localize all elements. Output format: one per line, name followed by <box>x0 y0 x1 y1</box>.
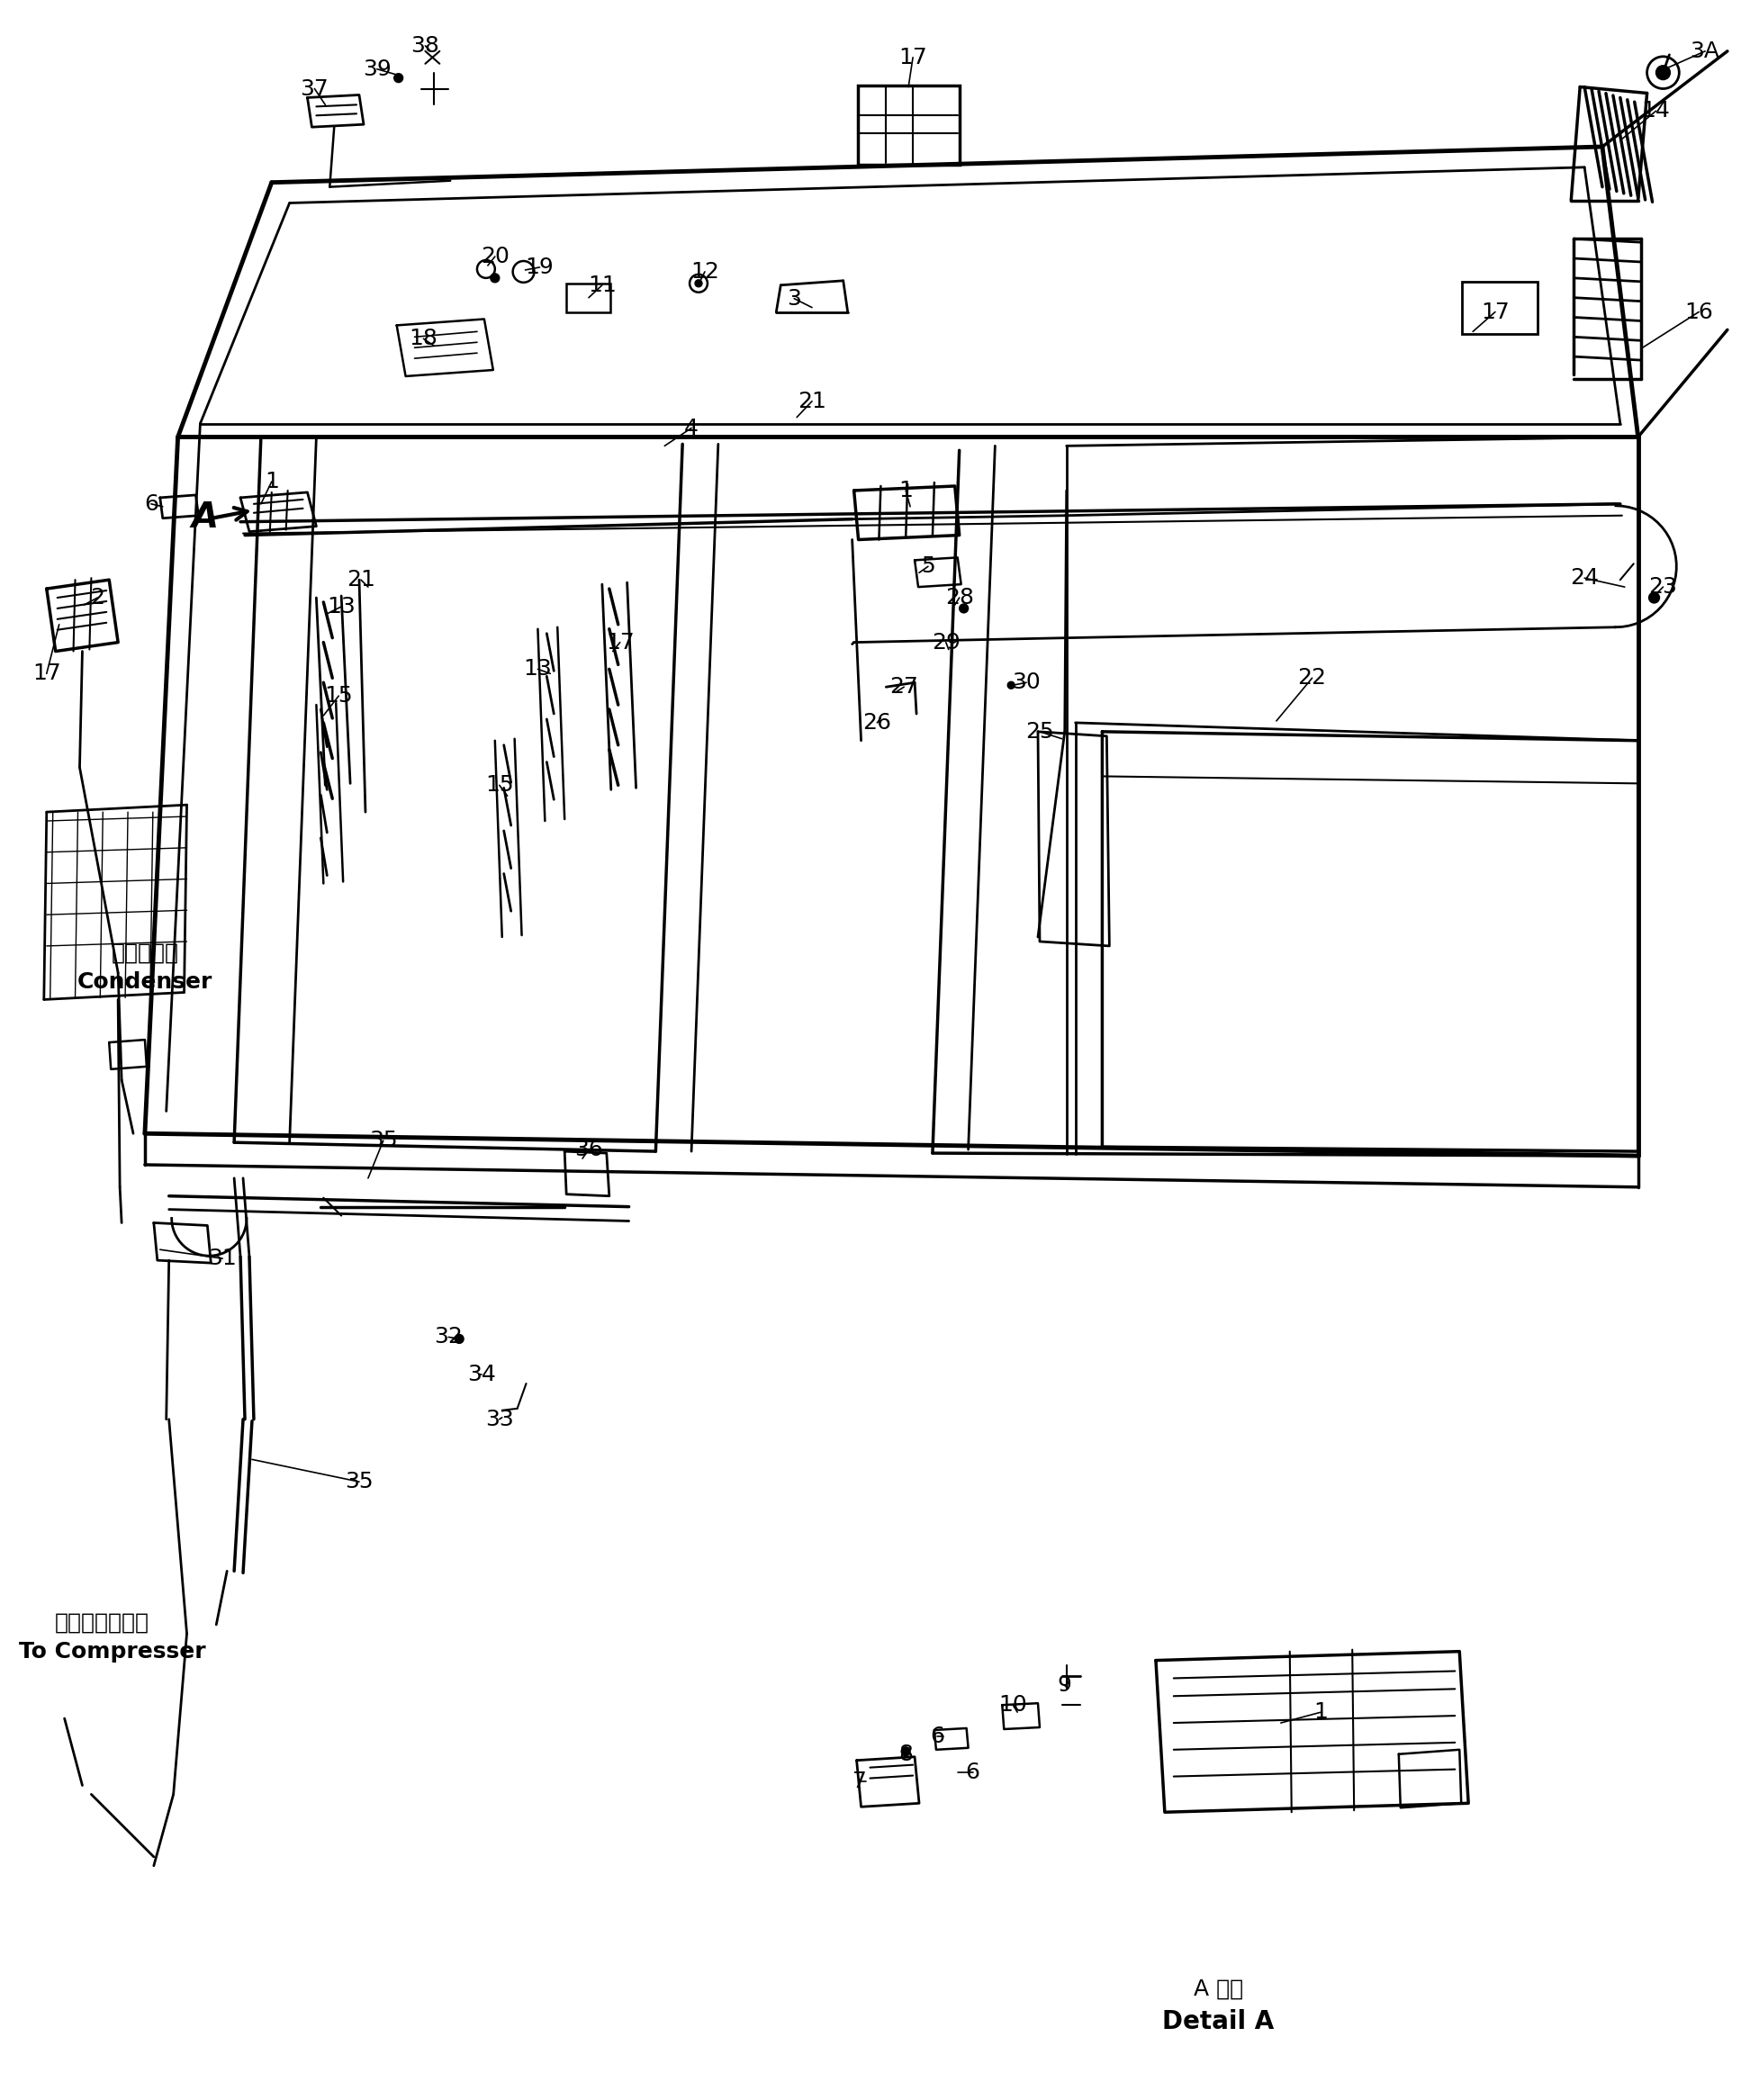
Circle shape <box>456 1333 464 1344</box>
Text: A: A <box>192 500 218 533</box>
Text: 16: 16 <box>1685 300 1713 323</box>
Text: 33: 33 <box>485 1409 514 1430</box>
Text: 34: 34 <box>468 1363 496 1386</box>
Text: 6: 6 <box>966 1762 980 1783</box>
Text: 11: 11 <box>588 275 616 296</box>
Text: 30: 30 <box>1011 672 1041 693</box>
Text: 26: 26 <box>862 712 892 733</box>
Text: 36: 36 <box>575 1138 603 1161</box>
Text: 28: 28 <box>945 586 974 609</box>
Text: 2: 2 <box>90 586 106 609</box>
Text: To Compresser: To Compresser <box>19 1640 206 1663</box>
Text: 4: 4 <box>684 418 698 439</box>
Text: 25: 25 <box>1025 720 1054 743</box>
Text: 37: 37 <box>301 78 329 99</box>
Circle shape <box>1655 65 1671 80</box>
Text: 20: 20 <box>480 246 510 267</box>
Text: 17: 17 <box>899 46 927 67</box>
Circle shape <box>1648 592 1659 603</box>
Text: 13: 13 <box>524 657 552 680</box>
Circle shape <box>959 605 967 613</box>
Text: 6: 6 <box>144 493 158 514</box>
Text: 32: 32 <box>434 1327 463 1348</box>
Text: 14: 14 <box>1641 101 1671 122</box>
Text: 18: 18 <box>410 328 438 349</box>
Text: 15: 15 <box>485 775 514 796</box>
Text: 17: 17 <box>32 664 62 685</box>
Text: 7: 7 <box>851 1770 867 1791</box>
Text: 8: 8 <box>899 1743 913 1764</box>
Text: 10: 10 <box>999 1695 1027 1716</box>
Circle shape <box>1008 682 1015 689</box>
Text: 13: 13 <box>327 596 355 617</box>
Text: 3A: 3A <box>1690 40 1720 63</box>
Text: 17: 17 <box>605 632 635 653</box>
Text: 3: 3 <box>786 288 802 309</box>
Circle shape <box>394 74 403 82</box>
Text: 1: 1 <box>899 479 913 502</box>
Text: 38: 38 <box>412 36 440 57</box>
Text: 23: 23 <box>1648 575 1678 598</box>
Text: 24: 24 <box>1571 567 1599 588</box>
Text: 1: 1 <box>264 470 280 491</box>
Text: Condenser: Condenser <box>77 970 213 993</box>
Text: 29: 29 <box>932 632 960 653</box>
Text: コンデンサ: コンデンサ <box>111 943 179 964</box>
Text: Detail A: Detail A <box>1163 2010 1274 2035</box>
Text: A 詳細: A 詳細 <box>1194 1978 1244 1999</box>
Text: 17: 17 <box>1481 300 1509 323</box>
Circle shape <box>695 279 702 288</box>
Text: 31: 31 <box>208 1247 237 1268</box>
Text: 21: 21 <box>797 391 827 412</box>
Circle shape <box>491 273 500 284</box>
Circle shape <box>901 1747 909 1756</box>
Text: 9: 9 <box>1057 1674 1071 1697</box>
Text: 1: 1 <box>1314 1701 1328 1722</box>
Text: 5: 5 <box>922 556 936 578</box>
Text: 21: 21 <box>347 569 375 590</box>
Text: 35: 35 <box>345 1470 373 1493</box>
Text: 35: 35 <box>369 1130 398 1151</box>
Text: 39: 39 <box>362 59 390 80</box>
Text: 19: 19 <box>526 256 554 277</box>
Text: 12: 12 <box>691 260 719 283</box>
Text: 15: 15 <box>324 685 354 708</box>
Text: 6: 6 <box>931 1726 945 1747</box>
Text: コンプレッサヘ: コンプレッサヘ <box>55 1613 150 1634</box>
Text: 22: 22 <box>1298 668 1326 689</box>
Text: 27: 27 <box>890 676 918 697</box>
